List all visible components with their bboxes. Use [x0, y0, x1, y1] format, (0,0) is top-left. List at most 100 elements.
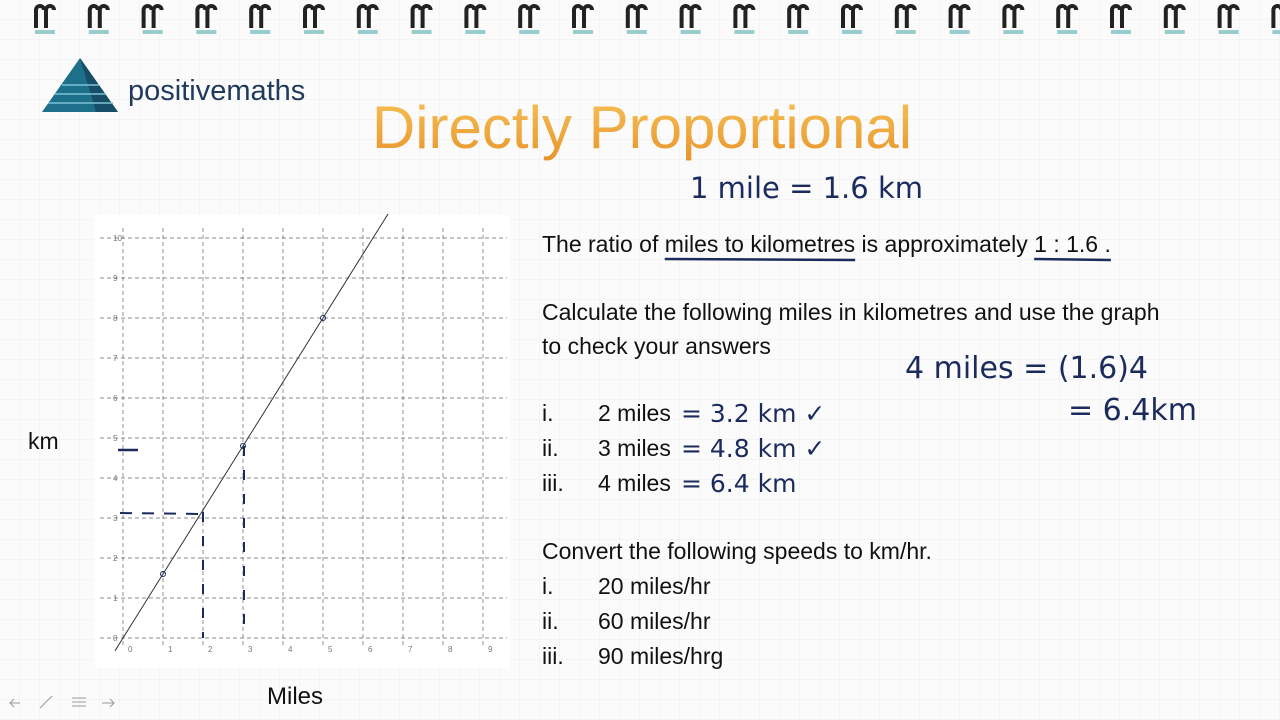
menu-icon[interactable]	[72, 697, 86, 707]
instruction: Calculate the following miles in kilomet…	[542, 299, 1160, 325]
ring-hole	[788, 30, 809, 34]
binder-rings	[34, 4, 1280, 34]
x-tick-label: 6	[368, 645, 373, 654]
item-text: 4 miles	[598, 470, 671, 496]
ring	[1056, 4, 1079, 28]
ring-hole	[1003, 30, 1024, 34]
ring-hole	[35, 30, 55, 34]
handwritten-answer: = 6.4 km	[681, 469, 796, 498]
item-text: 3 miles	[598, 435, 671, 461]
ring-hole	[573, 30, 593, 34]
graph-panel	[95, 215, 510, 668]
ring	[733, 4, 756, 28]
y-tick-label: 7	[113, 354, 118, 363]
y-tick-label: 8	[113, 314, 118, 323]
y-tick-label: 0	[113, 634, 118, 643]
ring	[410, 4, 433, 28]
point	[160, 571, 166, 577]
ring	[356, 4, 379, 28]
y-tick-label: 3	[113, 514, 118, 523]
ring-hole	[357, 30, 378, 34]
x-tick-label: 8	[448, 645, 453, 654]
ring-hole	[1164, 30, 1185, 34]
toolbar	[9, 695, 115, 709]
item-number: ii.	[542, 435, 559, 461]
item-number: i.	[542, 573, 554, 599]
ring-hole	[465, 30, 486, 34]
ring-hole	[1057, 30, 1078, 34]
x-tick-label: 9	[488, 645, 493, 654]
ring	[625, 4, 648, 28]
ring	[464, 4, 487, 28]
ring	[572, 4, 594, 28]
handwritten-answer: = 4.8 km ✓	[681, 434, 825, 463]
item-text: 2 miles	[598, 400, 671, 426]
x-tick-label: 0	[128, 645, 133, 654]
y-tick-label: 2	[113, 554, 118, 563]
ring-hole	[1111, 30, 1131, 34]
underlined-part: miles to kilometres	[665, 231, 855, 257]
ring	[948, 4, 971, 28]
title: Directly Proportional	[372, 94, 912, 161]
y-tick-label: 1	[113, 594, 118, 603]
ring	[894, 4, 917, 28]
ring	[1002, 4, 1025, 28]
item-number: ii.	[542, 608, 559, 634]
ring-hole	[1272, 30, 1280, 34]
point	[320, 315, 326, 321]
ring	[34, 4, 56, 28]
instruction: to check your answers	[542, 333, 771, 359]
ring-hole	[734, 30, 755, 34]
text-part: The ratio of	[542, 231, 665, 257]
working: 4 miles = (1.6)4	[905, 351, 1148, 386]
ring	[518, 4, 541, 28]
ring-hole	[1218, 30, 1239, 34]
x-tick-label: 7	[408, 645, 413, 654]
pen-icon[interactable]	[39, 695, 53, 709]
underline	[664, 257, 856, 262]
ring	[303, 4, 325, 28]
ring	[87, 4, 110, 28]
ring	[1217, 4, 1240, 28]
ring	[679, 4, 702, 28]
handwritten-answer: = 3.2 km ✓	[681, 399, 825, 428]
working: = 6.4km	[1068, 393, 1197, 428]
ring-hole	[196, 30, 217, 34]
ring-hole	[680, 30, 701, 34]
logo-mark	[42, 58, 118, 112]
hand-guide	[119, 512, 204, 515]
ring-hole	[304, 30, 324, 34]
ring	[787, 4, 810, 28]
x-tick-label: 5	[328, 645, 333, 654]
y-axis-label: km	[28, 428, 59, 454]
ring-hole	[519, 30, 540, 34]
item-text: 60 miles/hr	[598, 608, 711, 634]
ring	[195, 4, 218, 28]
x-tick-label: 4	[288, 645, 293, 654]
ratio-sentence: The ratio of miles to kilometres is appr…	[542, 231, 1111, 257]
ring-hole	[949, 30, 970, 34]
x-tick-label: 3	[248, 645, 253, 654]
x-axis-label: Miles	[267, 683, 323, 710]
item-number: i.	[542, 400, 554, 426]
item-text: 90 miles/hrg	[598, 643, 723, 669]
speeds-heading: Convert the following speeds to km/hr.	[542, 538, 932, 564]
x-tick-label: 2	[208, 645, 213, 654]
redo-icon[interactable]	[102, 698, 115, 708]
item-number: iii.	[542, 470, 564, 496]
ring	[841, 4, 863, 28]
line-extension	[114, 573, 164, 652]
ring	[1110, 4, 1132, 28]
line-extension	[322, 213, 389, 319]
underlined-part: 1 : 1.6 .	[1034, 231, 1111, 257]
ring-hole	[250, 30, 271, 34]
handwritten-note: 1 mile = 1.6 km	[690, 171, 923, 205]
undo-icon[interactable]	[9, 698, 20, 708]
ring-hole	[142, 30, 163, 34]
ring-hole	[842, 30, 862, 34]
y-tick-label: 9	[113, 274, 118, 283]
ring-hole	[626, 30, 647, 34]
underline	[1034, 257, 1111, 262]
logo-text: positivemaths	[128, 75, 305, 107]
y-tick-label: 4	[113, 474, 118, 483]
